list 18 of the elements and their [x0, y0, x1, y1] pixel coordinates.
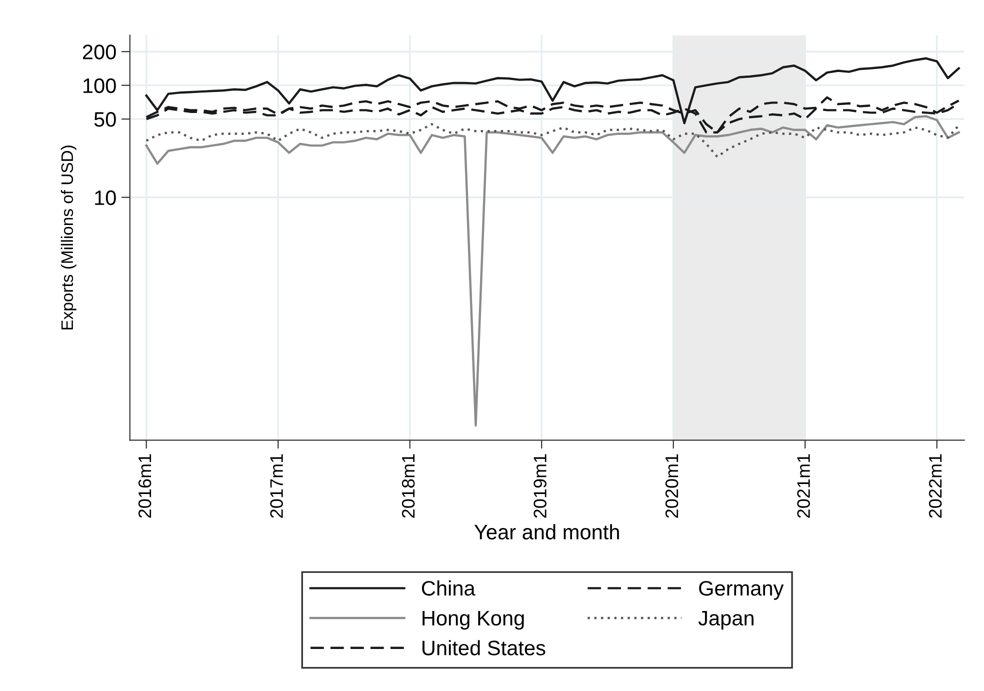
legend-label: Germany: [699, 580, 784, 600]
x-tick-label: 2022m1: [928, 454, 942, 518]
x-axis-title: Year and month: [474, 524, 619, 540]
x-tick-label: 2020m1: [665, 454, 678, 518]
legend-label: United States: [422, 640, 546, 656]
y-tick-label: 100: [84, 78, 116, 94]
legend-label: Japan: [698, 610, 754, 630]
x-tick-label: 2016m1: [138, 454, 152, 518]
x-tick-label: 2021m1: [797, 454, 810, 518]
legend-label: Hong Kong: [422, 610, 524, 630]
legend-label: China: [422, 580, 476, 596]
y-tick-label: 10: [95, 190, 116, 206]
x-tick-label: 2018m1: [402, 454, 415, 518]
x-tick-label: 2019m1: [534, 454, 546, 518]
y-tick-label: 50: [94, 112, 116, 127]
y-axis-title: Exports (Millions of USD): [60, 146, 76, 330]
y-tick-label: 200: [82, 44, 116, 60]
x-tick-label: 2017m1: [270, 454, 283, 518]
